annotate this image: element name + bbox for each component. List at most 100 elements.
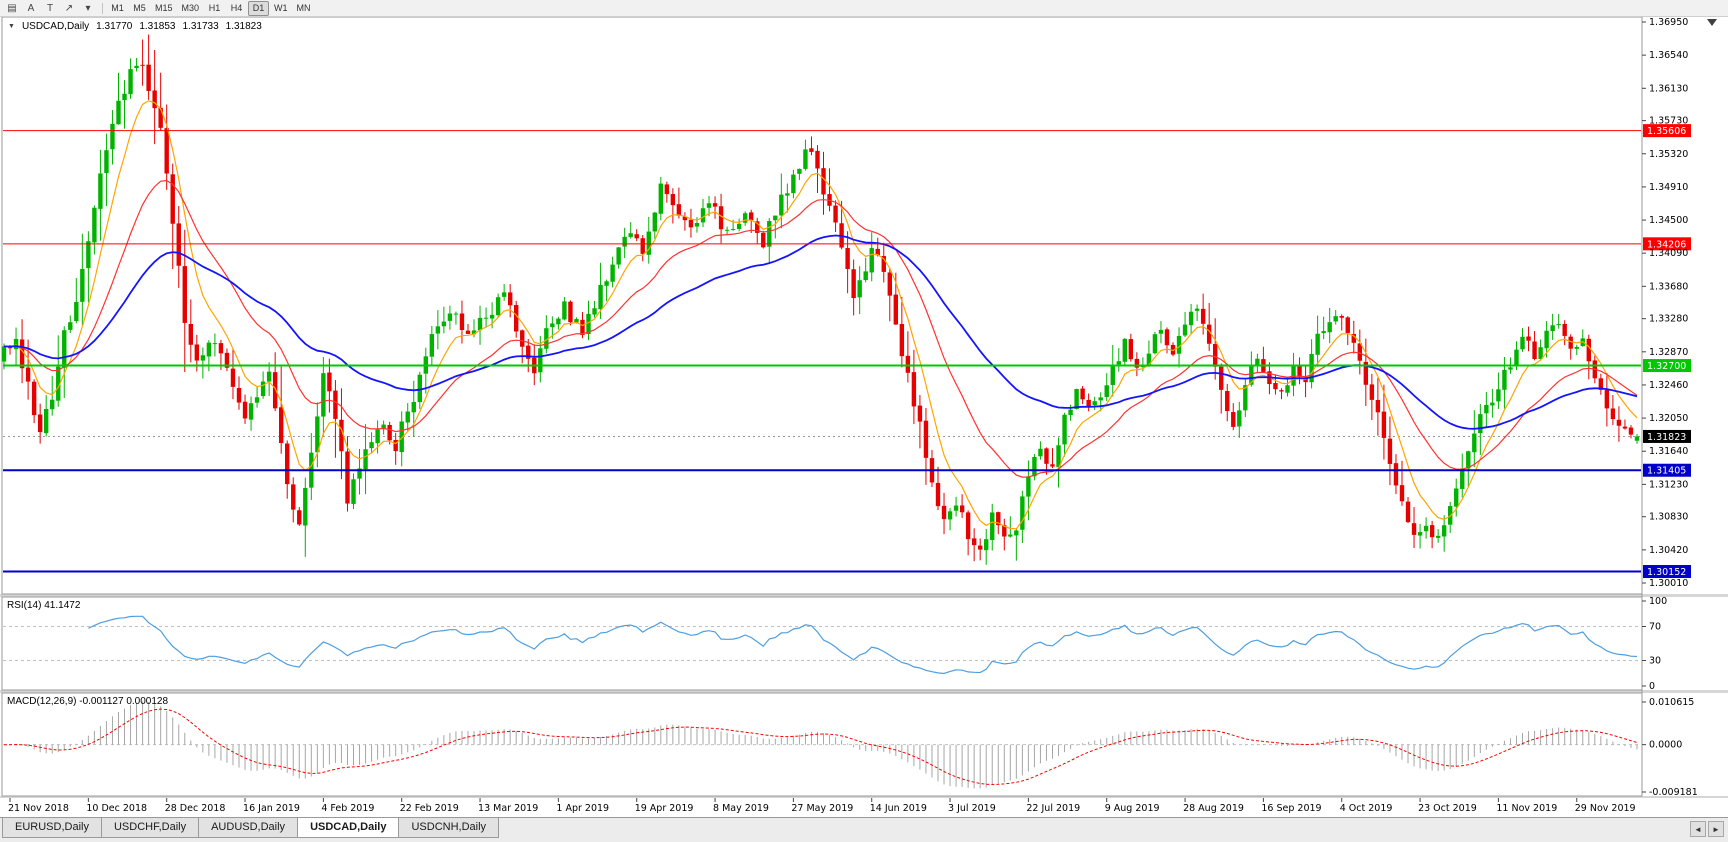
svg-text:1.36540: 1.36540 — [1649, 50, 1688, 61]
chart-shift-marker[interactable] — [1707, 19, 1717, 26]
current-price-badge — [1643, 429, 1691, 443]
svg-text:1.31640: 1.31640 — [1649, 446, 1688, 457]
horizontal-level-lines[interactable]: 1.35606 1.34206 1.32700 1.31405 1.30152 — [3, 124, 1691, 579]
main-chart-panel — [1, 16, 1643, 595]
timeframe-mn-button[interactable]: MN — [296, 3, 311, 13]
toolbar-separator — [102, 2, 103, 14]
svg-text:1 Apr 2019: 1 Apr 2019 — [556, 803, 609, 814]
svg-text:0.0000: 0.0000 — [1649, 740, 1682, 751]
ma-medium-line — [3, 179, 1638, 478]
svg-text:1.31405: 1.31405 — [1647, 466, 1686, 477]
tab-usdchf[interactable]: USDCHF,Daily — [100, 818, 200, 838]
symbol-tab-bar: EURUSD,Daily USDCHF,Daily AUDUSD,Daily USDC… — [0, 817, 1728, 842]
arrow-mode-button[interactable]: A — [27, 2, 35, 14]
svg-text:16 Sep 2019: 16 Sep 2019 — [1261, 803, 1321, 814]
svg-text:1.34090: 1.34090 — [1649, 248, 1688, 259]
rsi-line — [88, 615, 1638, 675]
svg-text:1.35320: 1.35320 — [1649, 149, 1688, 160]
price-axis[interactable]: 1.36950 1.36540 1.36130 1.35730 1.35320 1.349… — [1642, 17, 1688, 589]
svg-text:1.34910: 1.34910 — [1649, 182, 1688, 193]
svg-text:3 Jul 2019: 3 Jul 2019 — [948, 803, 996, 814]
svg-text:-0.009181: -0.009181 — [1649, 787, 1698, 798]
svg-text:1.30420: 1.30420 — [1649, 545, 1688, 556]
svg-text:1.36130: 1.36130 — [1649, 83, 1688, 94]
svg-text:1.30830: 1.30830 — [1649, 512, 1688, 523]
svg-text:70: 70 — [1649, 622, 1661, 633]
ohlc-close-value: 1.31823 — [225, 21, 262, 32]
timeframe-d1-button[interactable]: D1 — [248, 0, 270, 16]
timeframe-h4-button[interactable]: H4 — [230, 3, 243, 13]
rsi-panel — [1, 596, 1643, 691]
symbol-name-label: USDCAD,Daily — [21, 21, 90, 32]
macd-signal-line — [4, 708, 1638, 786]
trendline-tool-button[interactable]: ↗ — [64, 2, 74, 14]
tab-scroll-controls: ◄ ► — [1690, 818, 1728, 837]
svg-text:30: 30 — [1649, 656, 1661, 667]
svg-text:1.31230: 1.31230 — [1649, 479, 1688, 490]
svg-text:21 Nov 2018: 21 Nov 2018 — [8, 803, 69, 814]
svg-text:8 May 2019: 8 May 2019 — [713, 803, 769, 814]
svg-text:19 Apr 2019: 19 Apr 2019 — [635, 803, 694, 814]
candles-layer[interactable] — [1, 34, 1640, 565]
svg-text:28 Dec 2018: 28 Dec 2018 — [165, 803, 226, 814]
text-tool-button[interactable]: T — [46, 2, 54, 14]
svg-text:22 Jul 2019: 22 Jul 2019 — [1026, 803, 1080, 814]
svg-text:1.32870: 1.32870 — [1649, 347, 1688, 358]
tab-eurusd[interactable]: EURUSD,Daily — [2, 818, 102, 838]
svg-text:1.33280: 1.33280 — [1649, 314, 1688, 325]
ma-fast-line — [3, 100, 1638, 530]
svg-text:28 Aug 2019: 28 Aug 2019 — [1183, 803, 1244, 814]
macd-axis: 0.010615 0.0000 -0.009181 — [1642, 697, 1698, 798]
svg-text:29 Nov 2019: 29 Nov 2019 — [1575, 803, 1636, 814]
svg-text:4 Oct 2019: 4 Oct 2019 — [1340, 803, 1393, 814]
ohlc-low-value: 1.31733 — [182, 21, 219, 32]
timeframe-m1-button[interactable]: M1 — [111, 3, 124, 13]
svg-text:1.34500: 1.34500 — [1649, 215, 1688, 226]
svg-text:1.35606: 1.35606 — [1647, 126, 1686, 137]
top-toolbar: ▤ A T ↗ ▾ M1 M5 M15 M30 H1 H4 D1 W1 MN — [0, 0, 1728, 17]
timeframe-m5-button[interactable]: M5 — [133, 3, 146, 13]
svg-text:22 Feb 2019: 22 Feb 2019 — [400, 803, 459, 814]
chart-list-icon[interactable]: ▤ — [7, 2, 17, 14]
chart-area[interactable]: 1.35606 1.34206 1.32700 1.31405 1.30152 1.318… — [0, 0, 1728, 817]
svg-text:1.33680: 1.33680 — [1649, 281, 1688, 292]
svg-text:23 Oct 2019: 23 Oct 2019 — [1418, 803, 1477, 814]
svg-text:100: 100 — [1649, 596, 1667, 607]
svg-text:0: 0 — [1649, 681, 1655, 692]
svg-text:1.30152: 1.30152 — [1647, 567, 1686, 578]
tab-usdcnh[interactable]: USDCNH,Daily — [398, 818, 500, 838]
tab-scroll-left-button[interactable]: ◄ — [1690, 821, 1706, 837]
svg-text:14 Jun 2019: 14 Jun 2019 — [870, 803, 927, 814]
ohlc-high-value: 1.31853 — [139, 21, 176, 32]
svg-text:10 Dec 2018: 10 Dec 2018 — [86, 803, 147, 814]
timeframe-w1-button[interactable]: W1 — [274, 3, 288, 13]
macd-histogram — [9, 701, 1638, 789]
svg-text:1.32460: 1.32460 — [1649, 380, 1688, 391]
svg-text:11 Nov 2019: 11 Nov 2019 — [1496, 803, 1557, 814]
symbol-caret-icon[interactable]: ▼ — [8, 23, 15, 30]
svg-text:4 Feb 2019: 4 Feb 2019 — [321, 803, 374, 814]
rsi-axis: 100 70 30 0 — [1642, 596, 1667, 692]
svg-text:1.32700: 1.32700 — [1647, 361, 1686, 372]
tools-dropdown-caret[interactable]: ▾ — [85, 2, 91, 14]
ohlc-open-value: 1.31770 — [96, 21, 133, 32]
rsi-indicator-label: RSI(14) 41.1472 — [7, 600, 81, 611]
svg-text:9 Aug 2019: 9 Aug 2019 — [1105, 803, 1160, 814]
svg-text:1.31823: 1.31823 — [1647, 432, 1686, 443]
time-axis[interactable]: 21 Nov 2018 10 Dec 2018 28 Dec 2018 16 Jan … — [8, 798, 1636, 814]
svg-text:1.35730: 1.35730 — [1649, 116, 1688, 127]
tab-usdcad[interactable]: USDCAD,Daily — [297, 818, 400, 838]
tab-scroll-right-button[interactable]: ► — [1708, 821, 1724, 837]
svg-text:1.30010: 1.30010 — [1649, 578, 1688, 589]
tab-audusd[interactable]: AUDUSD,Daily — [198, 818, 299, 838]
svg-text:0.010615: 0.010615 — [1649, 697, 1694, 708]
macd-indicator-label: MACD(12,26,9) -0.001127 0.000128 — [7, 696, 169, 707]
svg-text:16 Jan 2019: 16 Jan 2019 — [243, 803, 300, 814]
timeframe-h1-button[interactable]: H1 — [208, 3, 221, 13]
timeframe-m30-button[interactable]: M30 — [181, 3, 200, 13]
svg-text:27 May 2019: 27 May 2019 — [791, 803, 853, 814]
svg-text:13 Mar 2019: 13 Mar 2019 — [478, 803, 538, 814]
svg-text:1.34206: 1.34206 — [1647, 239, 1686, 250]
svg-text:1.36950: 1.36950 — [1649, 17, 1688, 28]
timeframe-m15-button[interactable]: M15 — [155, 3, 173, 13]
